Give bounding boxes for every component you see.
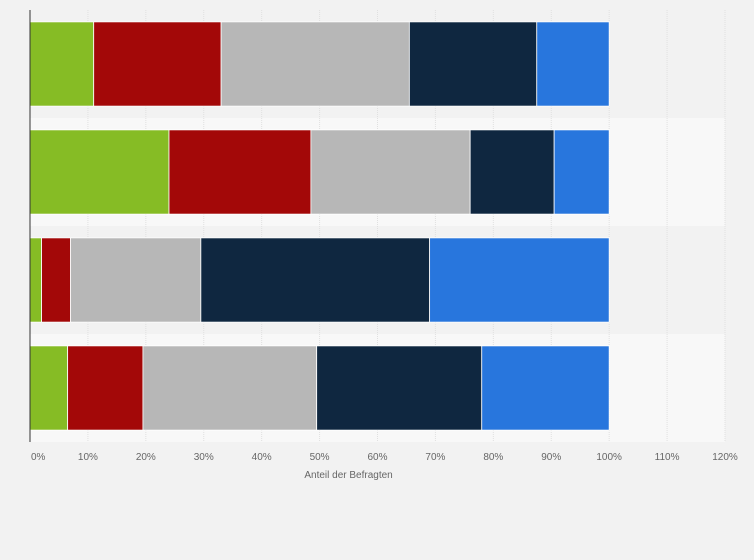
x-tick-label: 60% [367,452,387,463]
bar-segment[interactable] [220,21,410,107]
bar-segment[interactable] [481,345,610,431]
bar-segment[interactable] [429,237,610,323]
bar-segment[interactable] [553,129,610,215]
bar-segment[interactable] [29,129,170,215]
bar-segment[interactable] [70,237,202,323]
x-tick-label: 90% [541,452,561,463]
x-tick-label: 50% [310,452,330,463]
x-tick-label: 100% [596,452,622,463]
bar-segment[interactable] [536,21,610,107]
x-tick-label: 120% [712,452,738,463]
bar-segment[interactable] [310,129,471,215]
x-tick-labels: 0% 10% 20% 30% 40% 50% 60% 70% 80% 90% 100% 110% 120… [31,452,738,463]
bar-segment[interactable] [408,21,538,107]
x-tick-label: 0% [31,452,46,463]
x-tick-label: 70% [425,452,445,463]
x-axis-title: Anteil der Befragten [304,470,392,481]
bar-segment[interactable] [41,237,71,323]
x-tick-label: 110% [655,452,680,463]
x-tick-label: 10% [78,452,98,463]
bar-segment[interactable] [93,21,222,107]
x-tick-label: 20% [136,452,156,463]
bar-segment[interactable] [200,237,431,323]
bar-segment[interactable] [316,345,483,431]
bar-segment[interactable] [142,345,318,431]
bars [29,21,610,431]
bar-segment[interactable] [29,21,95,107]
x-tick-label: 30% [194,452,214,463]
bar-segment[interactable] [67,345,144,431]
x-tick-label: 40% [252,452,272,463]
bar-segment[interactable] [29,345,69,431]
bar-segment[interactable] [168,129,312,215]
bar-segment[interactable] [469,129,555,215]
x-tick-label: 80% [483,452,503,463]
bar-segment[interactable] [29,237,42,323]
